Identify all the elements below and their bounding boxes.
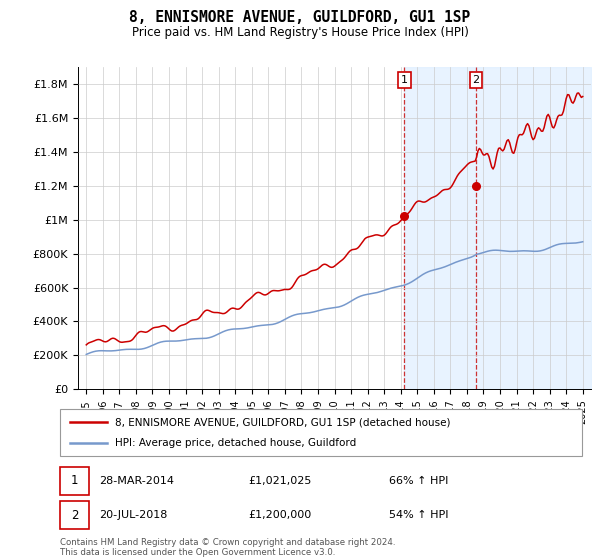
Text: £1,021,025: £1,021,025 — [248, 476, 311, 486]
Text: Contains HM Land Registry data © Crown copyright and database right 2024.
This d: Contains HM Land Registry data © Crown c… — [60, 538, 395, 557]
Text: 8, ENNISMORE AVENUE, GUILDFORD, GU1 1SP: 8, ENNISMORE AVENUE, GUILDFORD, GU1 1SP — [130, 10, 470, 25]
Text: 66% ↑ HPI: 66% ↑ HPI — [389, 476, 448, 486]
Text: 1: 1 — [71, 474, 79, 487]
FancyBboxPatch shape — [60, 501, 89, 529]
FancyBboxPatch shape — [60, 467, 89, 495]
Text: 1: 1 — [401, 75, 408, 85]
FancyBboxPatch shape — [60, 409, 582, 456]
Text: 28-MAR-2014: 28-MAR-2014 — [99, 476, 174, 486]
Text: 2: 2 — [472, 75, 479, 85]
Text: 2: 2 — [71, 508, 79, 522]
Text: Price paid vs. HM Land Registry's House Price Index (HPI): Price paid vs. HM Land Registry's House … — [131, 26, 469, 39]
Text: 20-JUL-2018: 20-JUL-2018 — [99, 510, 167, 520]
Text: 54% ↑ HPI: 54% ↑ HPI — [389, 510, 448, 520]
Text: £1,200,000: £1,200,000 — [248, 510, 311, 520]
Text: 8, ENNISMORE AVENUE, GUILDFORD, GU1 1SP (detached house): 8, ENNISMORE AVENUE, GUILDFORD, GU1 1SP … — [115, 417, 451, 427]
Text: HPI: Average price, detached house, Guildford: HPI: Average price, detached house, Guil… — [115, 438, 356, 448]
